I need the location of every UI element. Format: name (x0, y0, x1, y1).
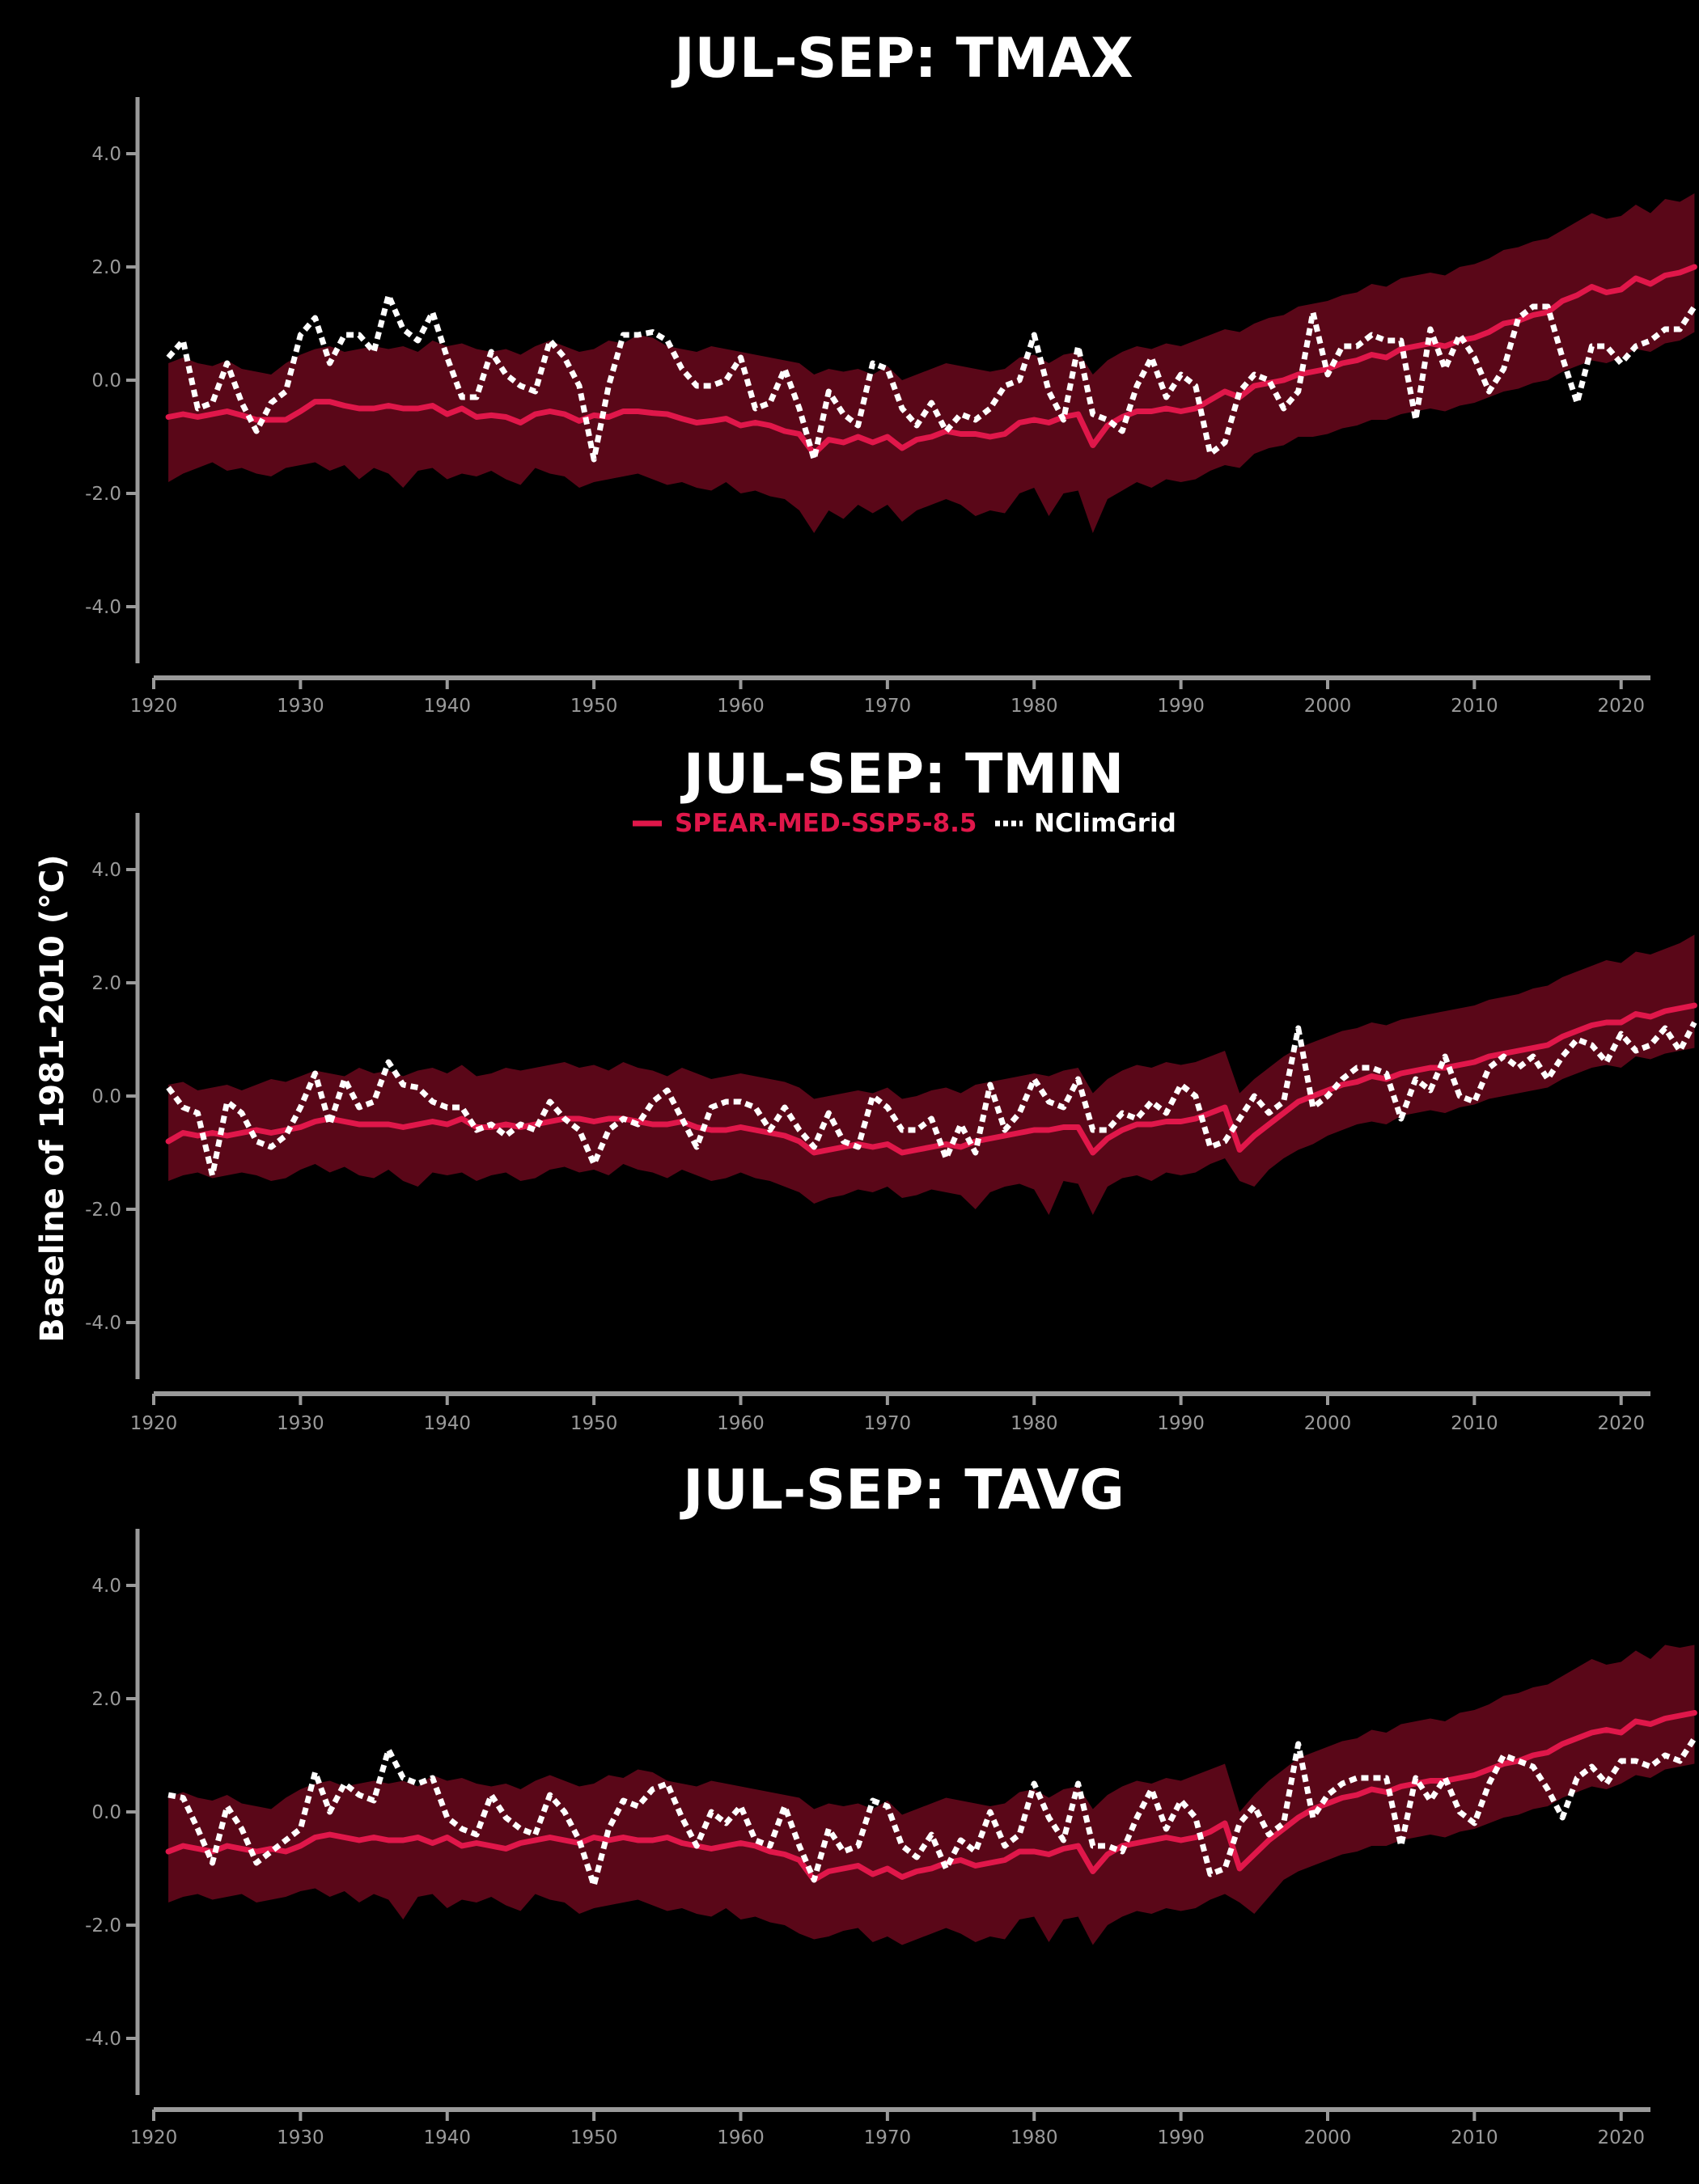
x-tick-label: 1990 (1157, 2127, 1205, 2148)
y-tick-label: -4.0 (85, 2029, 121, 2050)
x-tick-label: 2010 (1451, 2127, 1498, 2148)
x-tick-label: 1960 (717, 1413, 765, 1434)
legend: SPEAR-MED-SSP5-8.5 NClimGrid (633, 809, 1176, 838)
x-tick-label: 1980 (1011, 2127, 1058, 2148)
y-tick-label: 0.0 (91, 370, 121, 392)
x-tick-label: 2020 (1597, 696, 1645, 717)
x-tick-label: 1920 (130, 696, 178, 717)
panel-title: JUL-SEP: TMIN (680, 743, 1124, 806)
chart-panel-3: JUL-SEP: TAVG 4.0 2.0 0.0 -2.0 -4.0 1920 1930 19… (85, 1458, 1697, 2148)
model-range-band (168, 193, 1695, 533)
x-tick-label: 1950 (570, 696, 618, 717)
x-tick-label: 1940 (423, 1413, 471, 1434)
y-tick-label: 4.0 (91, 860, 121, 881)
x-tick-label: 1940 (423, 2127, 471, 2148)
x-tick-label: 1920 (130, 1413, 178, 1434)
x-tick-label: 2000 (1304, 696, 1352, 717)
x-tick-label: 1990 (1157, 696, 1205, 717)
legend-model-label: SPEAR-MED-SSP5-8.5 (675, 809, 977, 838)
panel-title: JUL-SEP: TAVG (680, 1458, 1125, 1522)
x-tick-label: 1930 (277, 696, 324, 717)
x-tick-label: 2010 (1451, 696, 1498, 717)
x-tick-label: 2000 (1304, 1413, 1352, 1434)
x-tick-label: 1920 (130, 2127, 178, 2148)
x-tick-label: 2000 (1304, 2127, 1352, 2148)
y-axis-label: Baseline of 1981-2010 (°C) (34, 854, 71, 1342)
x-tick-label: 2010 (1451, 1413, 1498, 1434)
x-tick-label: 1980 (1011, 1413, 1058, 1434)
chart-panel-1: JUL-SEP: TMAX 4.0 2.0 0.0 -2.0 -4.0 1920 1930 19… (85, 27, 1697, 717)
y-tick-label: 2.0 (91, 973, 121, 994)
x-tick-label: 1950 (570, 1413, 618, 1434)
y-tick-label: -4.0 (85, 1313, 121, 1334)
observed-line (166, 292, 1697, 463)
y-tick-label: -2.0 (85, 1915, 121, 1936)
x-tick-label: 1960 (717, 696, 765, 717)
x-tick-label: 1940 (423, 696, 471, 717)
x-tick-label: 1930 (277, 2127, 324, 2148)
chart-panel-2: JUL-SEP: TMIN 4.0 2.0 0.0 -2.0 -4.0 1920 1930 19… (85, 743, 1697, 1434)
x-tick-label: 1970 (864, 2127, 912, 2148)
x-tick-label: 2020 (1597, 1413, 1645, 1434)
x-tick-label: 1980 (1011, 696, 1058, 717)
model-range-band (168, 1644, 1695, 1945)
legend-observed-label: NClimGrid (1034, 809, 1176, 838)
y-tick-label: 0.0 (91, 1802, 121, 1823)
x-tick-label: 2020 (1597, 2127, 1645, 2148)
y-tick-label: 2.0 (91, 257, 121, 278)
x-tick-label: 1970 (864, 696, 912, 717)
x-tick-label: 1970 (864, 1413, 912, 1434)
x-tick-label: 1960 (717, 2127, 765, 2148)
y-tick-label: 0.0 (91, 1086, 121, 1107)
y-tick-label: -4.0 (85, 597, 121, 618)
y-tick-label: -2.0 (85, 1200, 121, 1221)
observed-line (166, 1021, 1697, 1179)
x-tick-label: 1950 (570, 2127, 618, 2148)
y-tick-label: -2.0 (85, 484, 121, 505)
y-tick-label: 4.0 (91, 144, 121, 165)
y-tick-label: 2.0 (91, 1689, 121, 1710)
y-tick-label: 4.0 (91, 1576, 121, 1597)
observed-line (167, 1737, 1697, 1889)
x-tick-label: 1990 (1157, 1413, 1205, 1434)
model-mean-line (165, 264, 1697, 457)
x-tick-label: 1930 (277, 1413, 324, 1434)
chart-panels: JUL-SEP: TMAX 4.0 2.0 0.0 -2.0 -4.0 1920 1930 19… (85, 27, 1697, 2148)
panel-title: JUL-SEP: TMAX (671, 27, 1133, 91)
model-range-band (168, 934, 1695, 1215)
